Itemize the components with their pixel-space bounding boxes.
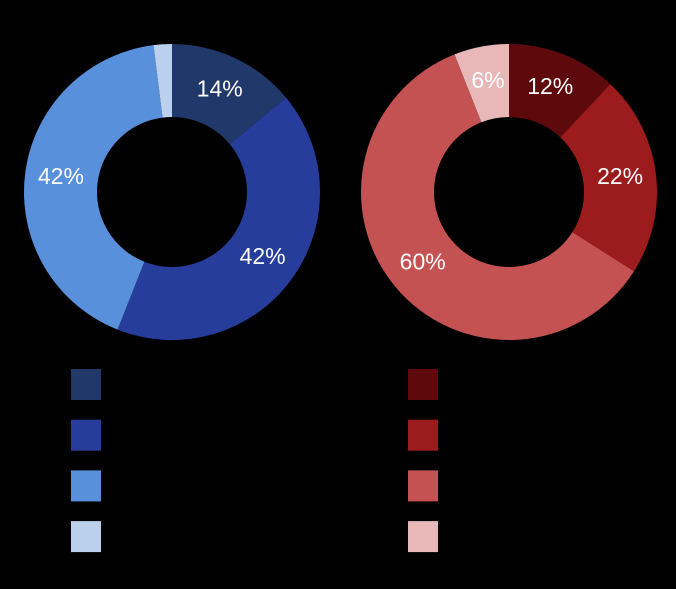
legend-swatch bbox=[408, 521, 438, 553]
slice-label: 14% bbox=[197, 76, 243, 102]
donut-slice bbox=[153, 44, 172, 118]
legend-swatch bbox=[71, 369, 101, 400]
slice-label: 42% bbox=[38, 163, 84, 189]
legend-swatch bbox=[71, 470, 101, 502]
legend-swatch bbox=[71, 521, 101, 553]
donut-slice bbox=[454, 44, 509, 123]
slice-label: 42% bbox=[240, 243, 286, 269]
legend-swatch bbox=[408, 419, 438, 451]
slice-label: 60% bbox=[400, 248, 446, 274]
legend-swatch bbox=[408, 470, 438, 502]
donut-slice bbox=[560, 84, 657, 272]
legend-swatch bbox=[71, 419, 101, 451]
slice-label: 6% bbox=[471, 67, 504, 93]
slice-label: 22% bbox=[597, 163, 643, 189]
donut-slice bbox=[509, 44, 611, 138]
donut-slice bbox=[360, 54, 634, 341]
donut-slice bbox=[23, 45, 163, 330]
donut-slice bbox=[172, 44, 287, 145]
slice-label: 12% bbox=[527, 73, 573, 99]
donut-slice bbox=[117, 97, 320, 341]
legend-swatch bbox=[408, 369, 438, 400]
